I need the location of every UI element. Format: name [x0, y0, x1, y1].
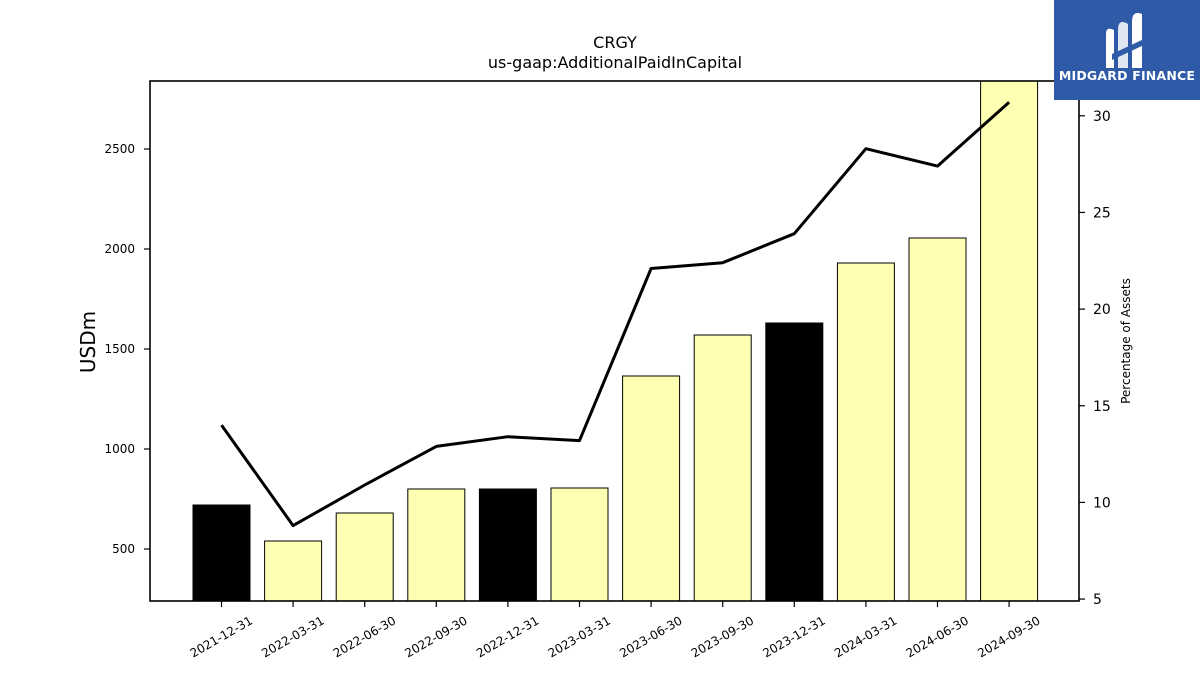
y-tick-label: 2500 [104, 142, 135, 156]
y2-axis-label: Percentage of Assets [1119, 278, 1133, 404]
logo-text: MIDGARD FINANCE [1054, 68, 1200, 83]
x-tick-label: 2022-06-30 [331, 613, 398, 660]
bar [479, 489, 536, 601]
logo: MIDGARD FINANCE [1054, 0, 1200, 100]
y-axis-label: USDm [76, 311, 100, 373]
y2-tick-label: 5 [1093, 592, 1102, 608]
y2-axis: 5 10 15 20 25 30 [1079, 109, 1111, 608]
bar [336, 513, 393, 601]
bar [408, 489, 465, 601]
bar [909, 238, 966, 601]
y2-tick-label: 20 [1093, 302, 1111, 318]
x-tick-label: 2022-12-31 [474, 613, 541, 660]
bar [766, 323, 823, 601]
x-tick-label: 2024-09-30 [975, 613, 1042, 660]
bar [981, 81, 1038, 601]
y2-tick-label: 10 [1093, 495, 1111, 511]
bar [265, 541, 322, 601]
chart-subtitle: us-gaap:AdditionalPaidInCapital [488, 53, 742, 72]
bar [193, 505, 250, 601]
y-tick-label: 1000 [104, 442, 135, 456]
y2-tick-label: 15 [1093, 399, 1111, 415]
x-axis: 2021-12-31 2022-03-31 2022-06-30 2022-09-30… [188, 601, 1043, 660]
x-tick-label: 2023-03-31 [546, 613, 613, 660]
x-tick-label: 2022-09-30 [402, 613, 469, 660]
bar [551, 488, 608, 601]
logo-mark-icon [1102, 8, 1152, 68]
chart-title: CRGY [593, 33, 637, 52]
x-tick-label: 2024-03-31 [832, 613, 899, 660]
x-tick-label: 2024-06-30 [904, 613, 971, 660]
y-tick-label: 1500 [104, 342, 135, 356]
x-tick-label: 2023-09-30 [689, 613, 756, 660]
x-tick-label: 2021-12-31 [188, 613, 255, 660]
bar [623, 376, 680, 601]
x-tick-label: 2022-03-31 [259, 613, 326, 660]
y2-tick-label: 25 [1093, 205, 1111, 221]
bar [694, 335, 751, 601]
y-axis: 500 1000 1500 2000 2500 [104, 142, 150, 556]
x-tick-label: 2023-06-30 [617, 613, 684, 660]
y-tick-label: 2000 [104, 242, 135, 256]
x-tick-label: 2023-12-31 [760, 613, 827, 660]
bar [837, 263, 894, 601]
y2-tick-label: 30 [1093, 109, 1111, 125]
y-tick-label: 500 [112, 542, 135, 556]
